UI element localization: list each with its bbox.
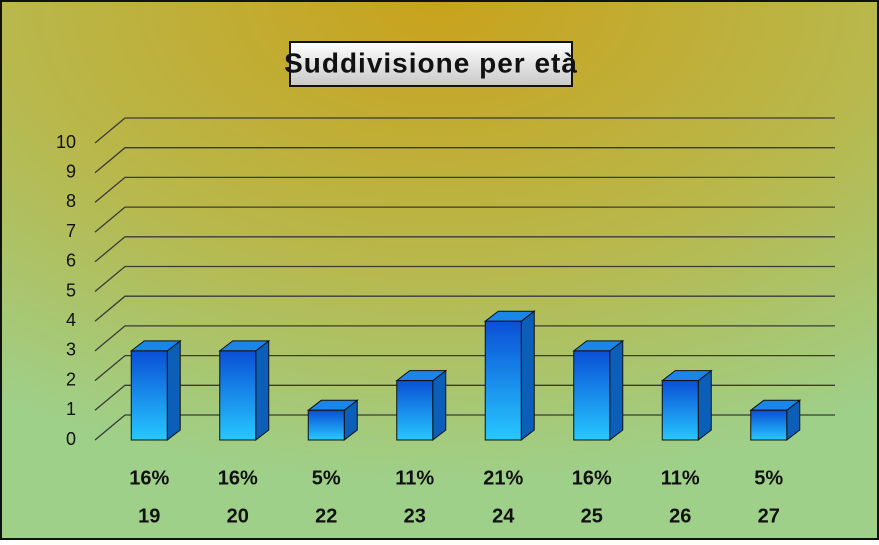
- bar-front: [307, 409, 345, 441]
- bar-front: [750, 409, 788, 441]
- x-tick-label: 19: [138, 505, 160, 527]
- y-tick-label: 4: [66, 310, 76, 330]
- y-tick-label: 6: [66, 251, 76, 271]
- bar-side: [697, 369, 712, 442]
- bar-side: [432, 369, 447, 442]
- bar-front: [396, 380, 434, 441]
- share-label: 11%: [395, 467, 434, 489]
- grid-line: [94, 295, 835, 322]
- share-label: 5%: [312, 467, 341, 489]
- grid-line: [94, 325, 835, 352]
- x-tick-label: 24: [492, 505, 515, 527]
- x-tick-label: 27: [758, 505, 780, 527]
- x-tick-label: 22: [315, 505, 337, 527]
- bar-front: [573, 350, 611, 441]
- grid-line: [94, 236, 835, 263]
- bar-side: [166, 339, 181, 442]
- y-tick-label: 5: [66, 280, 76, 300]
- y-tick-label: 9: [66, 161, 76, 181]
- bar-side: [255, 339, 270, 442]
- bar-front: [219, 350, 257, 441]
- share-label: 16%: [572, 467, 612, 489]
- x-tick-label: 20: [227, 505, 249, 527]
- title-box: [289, 41, 573, 87]
- grid-line: [94, 117, 835, 144]
- grid-line: [94, 176, 835, 203]
- y-tick-label: 2: [66, 369, 76, 389]
- bar: [395, 369, 448, 442]
- y-tick-label: 3: [66, 340, 76, 360]
- y-tick-label: 10: [56, 132, 76, 152]
- chart-title: Suddivisione per età: [284, 47, 578, 78]
- y-tick-label: 7: [66, 221, 76, 241]
- bar: [749, 399, 802, 442]
- bar: [660, 369, 713, 442]
- x-tick-label: 23: [404, 505, 426, 527]
- bar-front: [661, 380, 699, 441]
- share-label: 21%: [483, 467, 523, 489]
- share-label: 16%: [218, 467, 258, 489]
- share-label: 11%: [661, 467, 700, 489]
- bar-front: [130, 350, 168, 441]
- bar-side: [609, 339, 624, 442]
- x-tick-label: 25: [581, 505, 603, 527]
- y-tick-label: 0: [66, 429, 76, 449]
- x-tick-label: 26: [669, 505, 691, 527]
- share-label: 5%: [754, 467, 783, 489]
- bar: [129, 339, 182, 442]
- bar-side: [520, 310, 535, 442]
- bar: [572, 339, 625, 442]
- y-tick-label: 8: [66, 191, 76, 211]
- bar: [483, 310, 536, 442]
- grid-line: [94, 206, 835, 233]
- bar: [306, 399, 359, 442]
- share-label: 16%: [129, 467, 169, 489]
- bar: [218, 339, 271, 442]
- grid-line: [94, 265, 835, 292]
- grid-line: [94, 147, 835, 174]
- bar-front: [484, 320, 522, 441]
- y-tick-label: 1: [66, 399, 76, 419]
